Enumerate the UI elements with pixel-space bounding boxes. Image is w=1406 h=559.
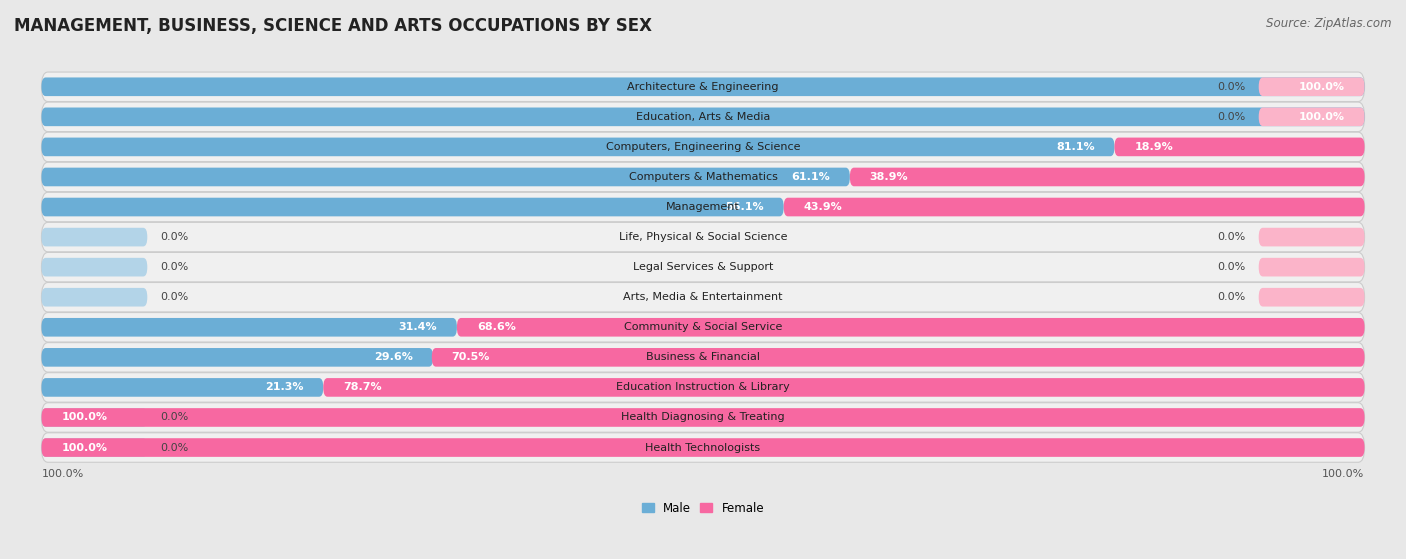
FancyBboxPatch shape xyxy=(41,138,1115,156)
Text: 0.0%: 0.0% xyxy=(160,262,188,272)
FancyBboxPatch shape xyxy=(1258,228,1365,247)
FancyBboxPatch shape xyxy=(41,198,783,216)
Text: Education Instruction & Library: Education Instruction & Library xyxy=(616,382,790,392)
Text: Health Diagnosing & Treating: Health Diagnosing & Treating xyxy=(621,413,785,423)
FancyBboxPatch shape xyxy=(41,343,1365,372)
FancyBboxPatch shape xyxy=(41,373,1365,402)
Text: 100.0%: 100.0% xyxy=(62,443,107,453)
Text: 0.0%: 0.0% xyxy=(1218,292,1246,302)
FancyBboxPatch shape xyxy=(41,408,1365,427)
Text: Life, Physical & Social Science: Life, Physical & Social Science xyxy=(619,232,787,242)
Text: 81.1%: 81.1% xyxy=(1056,142,1095,152)
FancyBboxPatch shape xyxy=(1115,138,1365,156)
Text: 0.0%: 0.0% xyxy=(1218,232,1246,242)
Text: 100.0%: 100.0% xyxy=(1299,82,1344,92)
Text: 0.0%: 0.0% xyxy=(160,443,188,453)
FancyBboxPatch shape xyxy=(41,72,1365,102)
Text: Legal Services & Support: Legal Services & Support xyxy=(633,262,773,272)
FancyBboxPatch shape xyxy=(41,132,1365,162)
Text: 78.7%: 78.7% xyxy=(343,382,382,392)
Text: 29.6%: 29.6% xyxy=(374,352,413,362)
Text: 56.1%: 56.1% xyxy=(725,202,763,212)
Text: Computers & Mathematics: Computers & Mathematics xyxy=(628,172,778,182)
FancyBboxPatch shape xyxy=(849,168,1365,186)
FancyBboxPatch shape xyxy=(41,222,1365,252)
Text: Health Technologists: Health Technologists xyxy=(645,443,761,453)
FancyBboxPatch shape xyxy=(41,107,1365,126)
Text: 0.0%: 0.0% xyxy=(160,413,188,423)
FancyBboxPatch shape xyxy=(41,438,148,457)
FancyBboxPatch shape xyxy=(41,318,457,337)
FancyBboxPatch shape xyxy=(41,228,148,247)
FancyBboxPatch shape xyxy=(41,348,433,367)
FancyBboxPatch shape xyxy=(1258,78,1365,96)
FancyBboxPatch shape xyxy=(41,402,1365,432)
Text: 0.0%: 0.0% xyxy=(160,292,188,302)
Text: Architecture & Engineering: Architecture & Engineering xyxy=(627,82,779,92)
Text: 31.4%: 31.4% xyxy=(398,323,437,332)
FancyBboxPatch shape xyxy=(432,348,1365,367)
Text: Management: Management xyxy=(666,202,740,212)
FancyBboxPatch shape xyxy=(457,318,1365,337)
FancyBboxPatch shape xyxy=(41,378,323,397)
FancyBboxPatch shape xyxy=(323,378,1365,397)
FancyBboxPatch shape xyxy=(41,288,148,306)
FancyBboxPatch shape xyxy=(41,168,849,186)
Text: 0.0%: 0.0% xyxy=(1218,82,1246,92)
FancyBboxPatch shape xyxy=(41,258,148,277)
Text: Arts, Media & Entertainment: Arts, Media & Entertainment xyxy=(623,292,783,302)
Text: 100.0%: 100.0% xyxy=(41,469,84,479)
Text: Source: ZipAtlas.com: Source: ZipAtlas.com xyxy=(1267,17,1392,30)
Text: 0.0%: 0.0% xyxy=(160,232,188,242)
FancyBboxPatch shape xyxy=(1258,107,1365,126)
FancyBboxPatch shape xyxy=(41,102,1365,131)
Text: 100.0%: 100.0% xyxy=(1299,112,1344,122)
FancyBboxPatch shape xyxy=(1258,288,1365,306)
Text: 18.9%: 18.9% xyxy=(1135,142,1173,152)
Text: 61.1%: 61.1% xyxy=(792,172,830,182)
FancyBboxPatch shape xyxy=(41,282,1365,312)
Text: 68.6%: 68.6% xyxy=(477,323,516,332)
Text: 100.0%: 100.0% xyxy=(62,413,107,423)
FancyBboxPatch shape xyxy=(41,192,1365,222)
Text: 43.9%: 43.9% xyxy=(804,202,842,212)
FancyBboxPatch shape xyxy=(41,253,1365,282)
FancyBboxPatch shape xyxy=(41,438,1365,457)
FancyBboxPatch shape xyxy=(1258,258,1365,277)
FancyBboxPatch shape xyxy=(41,162,1365,192)
Text: 0.0%: 0.0% xyxy=(1218,112,1246,122)
Legend: Male, Female: Male, Female xyxy=(637,497,769,519)
FancyBboxPatch shape xyxy=(41,312,1365,342)
Text: 38.9%: 38.9% xyxy=(870,172,908,182)
Text: 70.5%: 70.5% xyxy=(451,352,489,362)
Text: 0.0%: 0.0% xyxy=(1218,262,1246,272)
Text: Community & Social Service: Community & Social Service xyxy=(624,323,782,332)
FancyBboxPatch shape xyxy=(41,433,1365,462)
FancyBboxPatch shape xyxy=(41,408,148,427)
Text: 21.3%: 21.3% xyxy=(264,382,304,392)
Text: MANAGEMENT, BUSINESS, SCIENCE AND ARTS OCCUPATIONS BY SEX: MANAGEMENT, BUSINESS, SCIENCE AND ARTS O… xyxy=(14,17,652,35)
FancyBboxPatch shape xyxy=(783,198,1365,216)
Text: Education, Arts & Media: Education, Arts & Media xyxy=(636,112,770,122)
FancyBboxPatch shape xyxy=(41,78,1365,96)
Text: 100.0%: 100.0% xyxy=(1322,469,1365,479)
Text: Computers, Engineering & Science: Computers, Engineering & Science xyxy=(606,142,800,152)
Text: Business & Financial: Business & Financial xyxy=(645,352,761,362)
